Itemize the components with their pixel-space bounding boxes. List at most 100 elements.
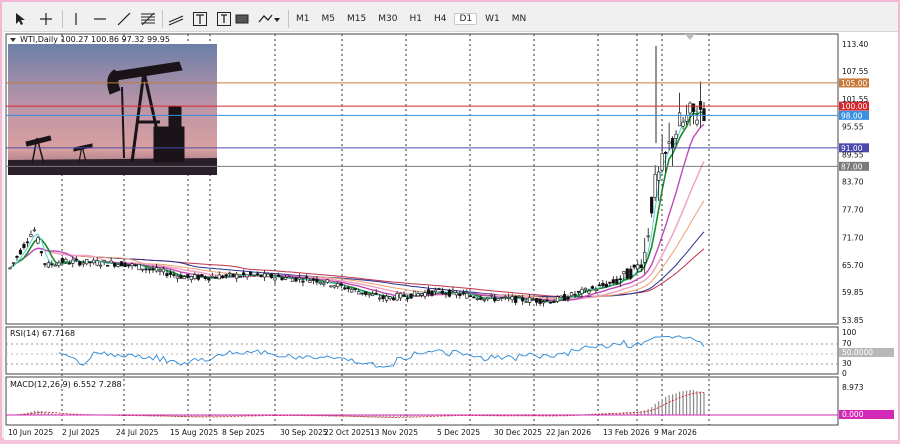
rsi-badge-text: 50.0000 [842, 348, 873, 357]
chart-shift-marker[interactable] [685, 34, 695, 40]
chart-area[interactable]: 105.00 100.00 98.00 91.00 87.00 WTI,Daily 10… [4, 32, 898, 440]
candle [472, 295, 476, 299]
candle [461, 289, 465, 296]
time-label: 9 Mar 2026 [654, 428, 697, 437]
rsi-pane[interactable] [5, 326, 839, 375]
candle [137, 264, 141, 271]
price-label: 71.70 [842, 233, 864, 242]
price-scale[interactable]: 113.40 107.55 101.55 95.55 89.55 83.70 77.70 71… [842, 40, 868, 325]
tf-h1[interactable]: H1 [409, 14, 422, 24]
candle [53, 263, 57, 267]
candle [677, 92, 682, 127]
candle [249, 270, 253, 276]
candle [601, 279, 605, 288]
time-label: 30 Sep 2025 [280, 428, 328, 437]
candle [353, 287, 357, 293]
time-label: 15 Aug 2025 [170, 428, 218, 437]
candle [493, 293, 497, 304]
candle [667, 122, 671, 151]
candle [625, 267, 629, 279]
time-axis[interactable]: 10 Jun 2025 2 Jul 2025 24 Jul 2025 15 Aug 2… [8, 428, 697, 437]
equidistant-channel-icon[interactable] [166, 9, 186, 29]
price-label: 101.55 [842, 95, 868, 104]
trendline-icon[interactable] [114, 9, 134, 29]
tf-m15[interactable]: M15 [347, 14, 367, 24]
price-label: 59.85 [842, 288, 864, 297]
text-tool-icon[interactable] [190, 9, 210, 29]
candle [88, 261, 92, 267]
candle [576, 290, 581, 295]
time-label: 13 Feb 2026 [603, 428, 650, 437]
candle [130, 262, 134, 270]
time-label: 24 Jul 2025 [116, 428, 159, 437]
price-level-badge [839, 161, 869, 171]
tf-m1[interactable]: M1 [296, 14, 310, 24]
candle [36, 235, 40, 245]
arrows-dropdown-icon[interactable] [256, 9, 282, 29]
candle [304, 274, 309, 282]
price-level-label: 87.00 [841, 162, 863, 171]
horizontal-line-icon[interactable] [90, 9, 110, 29]
candle [559, 295, 563, 299]
candle [479, 295, 483, 301]
candle [437, 287, 441, 290]
tf-h4[interactable]: H4 [433, 14, 447, 24]
tf-d1[interactable]: D1 [454, 13, 478, 25]
price-label: 83.70 [842, 178, 864, 187]
candle [290, 276, 295, 282]
candle [144, 266, 148, 274]
price-level-label: 91.00 [841, 144, 863, 153]
macd-pane[interactable] [5, 376, 839, 426]
tf-m5[interactable]: M5 [321, 14, 336, 24]
candle [221, 274, 225, 279]
macd-scale: 8.973 0.000 [839, 383, 894, 419]
candle [175, 274, 179, 283]
candle [186, 274, 190, 280]
candle [276, 272, 281, 277]
crosshair-icon[interactable] [36, 9, 56, 29]
candle [388, 296, 392, 301]
price-level-badge [839, 110, 869, 120]
candle [367, 293, 371, 298]
candle [507, 293, 511, 302]
candle [409, 293, 413, 299]
vertical-line-icon[interactable] [68, 9, 84, 29]
candle [207, 277, 211, 284]
candle [510, 293, 514, 303]
candle [329, 285, 333, 288]
candle [315, 276, 319, 286]
candle [336, 281, 340, 289]
tf-m30[interactable]: M30 [378, 14, 398, 24]
candle [71, 256, 75, 268]
candle [165, 269, 169, 279]
price-level-badge [839, 101, 869, 111]
candle [552, 298, 556, 303]
tf-w1[interactable]: W1 [485, 14, 500, 24]
candle [25, 237, 30, 247]
fibonacci-icon[interactable] [138, 9, 158, 29]
candle [102, 259, 106, 266]
tf-mn[interactable]: MN [511, 14, 527, 24]
candle [664, 151, 668, 172]
candle [15, 255, 19, 261]
candle [339, 282, 343, 289]
candle [541, 299, 546, 307]
candle [259, 274, 263, 278]
candle [109, 257, 113, 264]
candle [594, 286, 598, 294]
price-level-badge [839, 143, 869, 153]
candle [444, 292, 448, 299]
candle [412, 290, 417, 297]
time-label: 10 Jun 2025 [8, 428, 53, 437]
candle [419, 293, 424, 298]
cursor-icon[interactable] [10, 9, 30, 29]
candle [416, 290, 420, 297]
time-label: 22 Jan 2026 [546, 428, 591, 437]
rectangle-icon[interactable] [232, 9, 252, 29]
candle [262, 270, 267, 281]
text-label-icon[interactable] [214, 9, 234, 29]
candle [566, 294, 570, 302]
svg-text:0: 0 [842, 369, 847, 378]
timeframe-bar: M1 M5 M15 M30 H1 H4 D1 W1 MN [292, 9, 526, 29]
